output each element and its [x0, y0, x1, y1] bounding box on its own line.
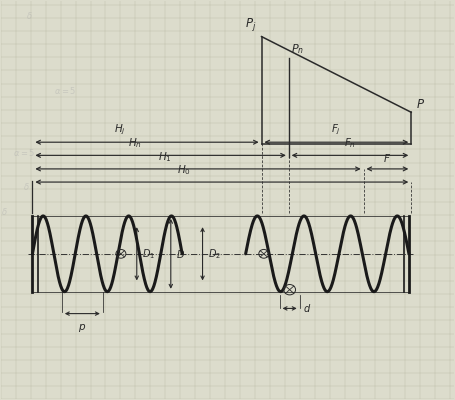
Text: $H_0$: $H_0$: [177, 163, 191, 177]
Text: $d$: $d$: [303, 302, 312, 314]
Text: $F_j$: $F_j$: [331, 123, 341, 137]
Text: $H_j$: $H_j$: [114, 123, 126, 137]
Text: $F_n$: $F_n$: [344, 136, 356, 150]
Text: $D$: $D$: [176, 248, 185, 260]
Text: $H_n$: $H_n$: [128, 136, 142, 150]
Text: $\delta$: $\delta$: [1, 206, 8, 217]
Text: $\alpha = 5$: $\alpha = 5$: [13, 147, 35, 158]
Text: $H_1$: $H_1$: [158, 150, 172, 164]
Text: $P_n$: $P_n$: [291, 42, 304, 56]
Text: $\alpha = 5$: $\alpha = 5$: [54, 85, 76, 96]
Text: $\delta$: $\delta$: [26, 10, 33, 21]
Text: $F$: $F$: [384, 152, 391, 164]
Text: $P$: $P$: [416, 98, 425, 111]
Text: $D_2$: $D_2$: [208, 247, 221, 261]
Text: $\delta$: $\delta$: [23, 181, 30, 192]
Text: $p$: $p$: [78, 322, 86, 334]
Text: $D_1$: $D_1$: [142, 247, 155, 261]
Text: $P_j$: $P_j$: [245, 16, 256, 33]
